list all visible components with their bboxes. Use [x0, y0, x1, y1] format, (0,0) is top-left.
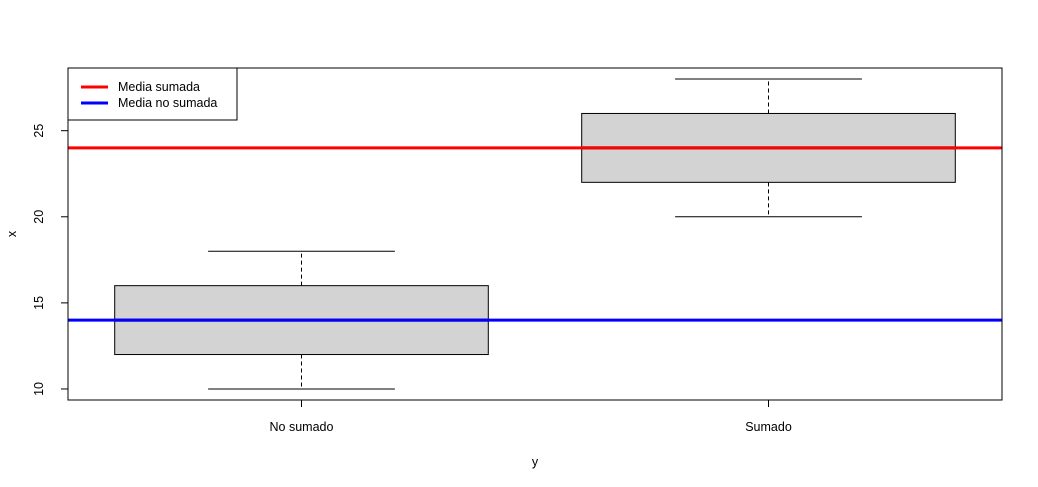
- y-tick-label: 10: [32, 382, 46, 396]
- mean-lines-group: [68, 146, 1002, 322]
- legend: Media sumada Media no sumada: [67, 67, 238, 121]
- y-tick-label: 15: [32, 296, 46, 310]
- x-tick-label: No sumado: [270, 420, 334, 434]
- legend-label-media-sumada: Media sumada: [118, 80, 200, 94]
- y-tick-label: 20: [32, 210, 46, 224]
- legend-label-media-no-sumada: Media no sumada: [118, 96, 217, 110]
- x-axis-title: y: [532, 455, 539, 469]
- y-axis-title: x: [5, 230, 19, 237]
- y-tick-label: 25: [32, 124, 46, 138]
- legend-box: [67, 67, 238, 121]
- x-axis: No sumado Sumado: [270, 399, 792, 434]
- x-tick-label: Sumado: [745, 420, 792, 434]
- y-axis: 10 15 20 25: [32, 124, 69, 396]
